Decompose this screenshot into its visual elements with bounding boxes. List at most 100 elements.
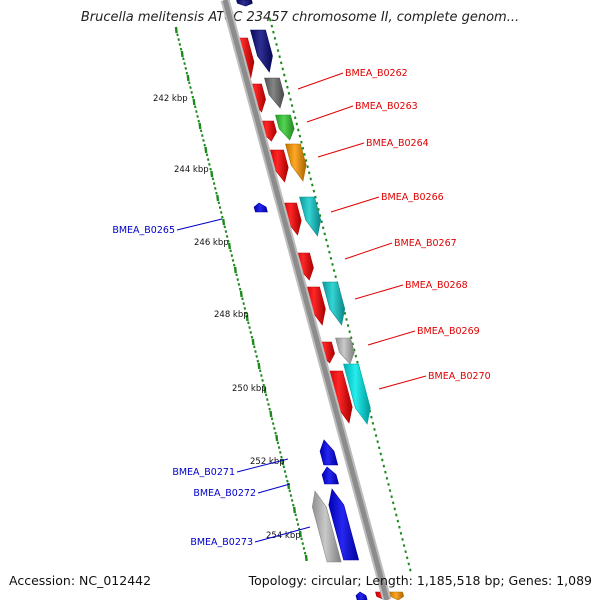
inner-tick xyxy=(190,90,193,94)
outer-tick xyxy=(346,324,350,327)
inner-tick xyxy=(251,338,255,346)
inner-tick xyxy=(244,311,248,315)
outer-tick xyxy=(289,98,292,101)
outer-tick xyxy=(270,24,274,28)
forward-gene-label: BMEA_B0263 xyxy=(355,101,418,112)
reverse-label-leader xyxy=(236,458,289,473)
outer-tick xyxy=(287,91,291,95)
inner-tick xyxy=(211,177,215,181)
outer-tick xyxy=(273,36,277,40)
inner-tick xyxy=(227,239,230,243)
inner-tick xyxy=(216,194,220,202)
forward-gene-label: BMEA_B0267 xyxy=(394,238,457,249)
outer-tick xyxy=(374,434,378,437)
outer-tick xyxy=(376,440,379,444)
outer-tick xyxy=(390,495,393,499)
inner-tick xyxy=(205,153,209,157)
inner-tick xyxy=(257,362,261,370)
navy-gene-arrow xyxy=(236,0,253,7)
inner-tick xyxy=(266,398,269,402)
inner-tick xyxy=(210,170,214,178)
inner-tick xyxy=(248,326,251,330)
inner-tick xyxy=(229,249,232,253)
inner-tick xyxy=(180,50,184,58)
orange-gene-arrow xyxy=(285,143,307,182)
inner-tick xyxy=(177,38,180,42)
outer-tick xyxy=(314,195,317,199)
cyan-gene-arrow xyxy=(343,363,371,425)
outer-tick xyxy=(331,263,334,266)
inner-tick xyxy=(270,417,274,421)
inner-tick xyxy=(185,71,189,75)
inner-tick xyxy=(258,369,262,373)
outer-tick xyxy=(311,183,314,187)
outer-tick xyxy=(396,519,400,523)
outer-tick xyxy=(312,189,316,193)
inner-tick xyxy=(202,138,205,142)
outer-tick xyxy=(318,214,322,217)
scale-label: 242 kbp xyxy=(153,94,188,104)
outer-tick xyxy=(286,85,289,89)
inner-tick xyxy=(260,374,263,378)
inner-tick xyxy=(231,258,235,262)
inner-tick xyxy=(247,321,250,325)
inner-tick xyxy=(209,167,212,171)
inner-tick xyxy=(192,98,196,106)
outer-tick xyxy=(343,311,347,315)
forward-label-leader xyxy=(344,242,393,260)
inner-tick xyxy=(249,330,253,334)
inner-tick xyxy=(195,110,198,114)
reverse-label-leader xyxy=(257,483,291,494)
outer-tick xyxy=(278,55,281,59)
forward-gene-label: BMEA_B0266 xyxy=(381,192,444,203)
outer-tick xyxy=(283,73,286,77)
outer-tick xyxy=(293,116,297,120)
inner-tick xyxy=(289,494,293,498)
chromosome-backbone xyxy=(220,0,392,600)
forward-gene-label: BMEA_B0270 xyxy=(428,371,491,382)
outer-tick xyxy=(304,159,308,162)
inner-tick xyxy=(184,66,188,70)
inner-tick xyxy=(283,470,287,474)
reverse-label-leader xyxy=(176,218,223,231)
inner-tick xyxy=(290,498,294,502)
outer-tick xyxy=(405,556,409,560)
inner-tick xyxy=(245,314,249,322)
outer-tick xyxy=(284,79,288,83)
outer-tick xyxy=(317,208,320,211)
scale-label: 250 kbp xyxy=(232,384,267,394)
inner-tick xyxy=(214,186,217,190)
blue-gene-arrow xyxy=(253,202,268,213)
inner-tick xyxy=(298,530,302,538)
reverse-gene-label: BMEA_B0272 xyxy=(193,488,256,499)
inner-tick xyxy=(186,74,190,82)
inner-tick xyxy=(304,554,308,562)
inner-tick xyxy=(203,143,206,147)
inner-tick xyxy=(221,215,224,219)
inner-tick xyxy=(243,306,247,310)
outer-tick xyxy=(370,415,373,419)
inner-tick xyxy=(274,431,277,435)
inner-tick xyxy=(263,386,267,394)
inner-tick xyxy=(193,105,197,109)
outer-tick xyxy=(373,428,376,431)
inner-tick xyxy=(237,282,241,286)
outer-tick xyxy=(387,483,390,486)
inner-tick xyxy=(277,446,281,450)
outer-tick xyxy=(306,165,309,169)
inner-tick xyxy=(286,479,289,483)
inner-tick xyxy=(255,354,258,358)
inner-tick xyxy=(254,350,257,354)
outer-tick xyxy=(382,464,386,468)
outer-tick xyxy=(326,244,330,248)
outer-tick xyxy=(303,153,306,156)
inner-tick xyxy=(204,146,208,154)
scale-label: 244 kbp xyxy=(174,165,209,175)
outer-tick xyxy=(404,550,407,554)
blue-gene-arrow xyxy=(355,591,368,600)
outer-tick xyxy=(300,140,303,144)
forward-gene-label: BMEA_B0264 xyxy=(366,138,429,149)
outer-tick xyxy=(275,43,278,46)
inner-tick xyxy=(176,33,179,37)
